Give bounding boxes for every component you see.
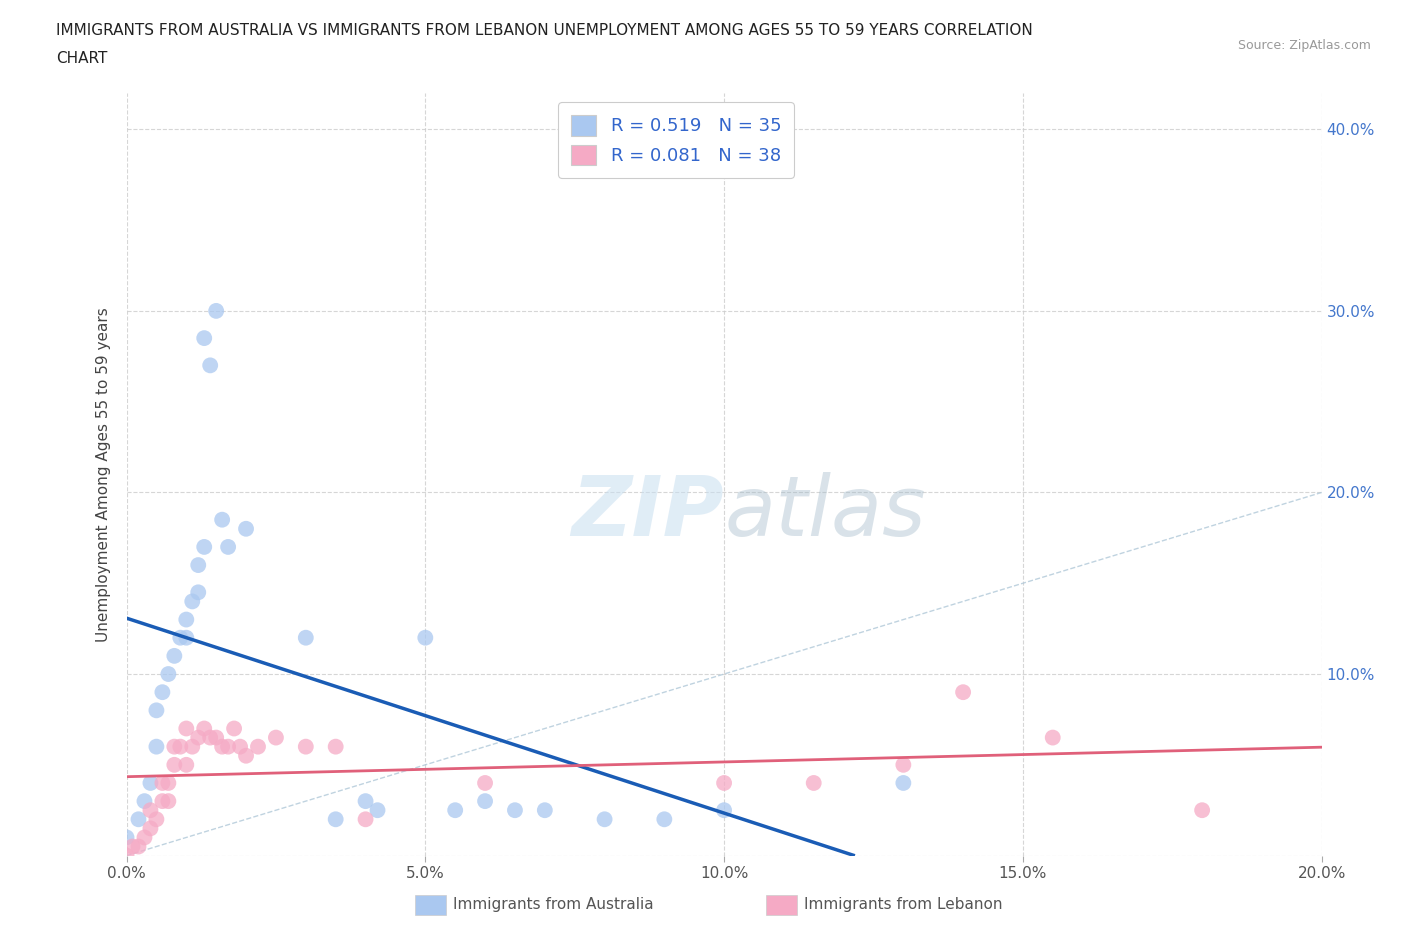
- Point: [354, 793, 377, 808]
- Point: [211, 512, 233, 527]
- Point: [205, 303, 228, 318]
- Point: [145, 739, 167, 754]
- Text: IMMIGRANTS FROM AUSTRALIA VS IMMIGRANTS FROM LEBANON UNEMPLOYMENT AMONG AGES 55 : IMMIGRANTS FROM AUSTRALIA VS IMMIGRANTS …: [56, 23, 1033, 38]
- Point: [1191, 803, 1213, 817]
- Point: [503, 803, 526, 817]
- Point: [235, 522, 257, 537]
- Point: [264, 730, 287, 745]
- Point: [415, 631, 437, 645]
- Point: [163, 648, 186, 663]
- Point: [952, 684, 974, 699]
- Point: [713, 776, 735, 790]
- Point: [174, 757, 197, 772]
- Point: [181, 594, 204, 609]
- Legend: R = 0.519   N = 35, R = 0.081   N = 38: R = 0.519 N = 35, R = 0.081 N = 38: [558, 102, 794, 178]
- Point: [163, 757, 186, 772]
- Text: Immigrants from Australia: Immigrants from Australia: [453, 897, 654, 912]
- Point: [187, 585, 209, 600]
- Text: CHART: CHART: [56, 51, 108, 66]
- Point: [139, 821, 162, 836]
- Point: [127, 839, 149, 854]
- Text: Source: ZipAtlas.com: Source: ZipAtlas.com: [1237, 39, 1371, 52]
- Point: [294, 631, 316, 645]
- Point: [217, 739, 239, 754]
- Point: [187, 558, 209, 573]
- Point: [193, 721, 215, 736]
- Point: [169, 739, 191, 754]
- Point: [157, 776, 180, 790]
- Point: [174, 631, 197, 645]
- Text: Immigrants from Lebanon: Immigrants from Lebanon: [804, 897, 1002, 912]
- Point: [229, 739, 252, 754]
- Point: [134, 793, 156, 808]
- Point: [444, 803, 467, 817]
- Point: [1042, 730, 1064, 745]
- Text: ZIP: ZIP: [571, 472, 724, 553]
- Point: [174, 721, 197, 736]
- Point: [235, 749, 257, 764]
- Point: [200, 358, 222, 373]
- Point: [713, 803, 735, 817]
- Point: [222, 721, 246, 736]
- Point: [134, 830, 156, 844]
- Point: [217, 539, 239, 554]
- Point: [169, 631, 191, 645]
- Point: [157, 667, 180, 682]
- Point: [157, 793, 180, 808]
- Point: [803, 776, 825, 790]
- Point: [652, 812, 675, 827]
- Point: [127, 812, 149, 827]
- Point: [121, 839, 143, 854]
- Point: [193, 539, 215, 554]
- Point: [193, 331, 215, 346]
- Y-axis label: Unemployment Among Ages 55 to 59 years: Unemployment Among Ages 55 to 59 years: [96, 307, 111, 642]
- Text: atlas: atlas: [724, 472, 925, 553]
- Point: [366, 803, 388, 817]
- Point: [325, 812, 347, 827]
- Point: [474, 776, 496, 790]
- Point: [174, 612, 197, 627]
- Point: [325, 739, 347, 754]
- Point: [294, 739, 316, 754]
- Point: [145, 703, 167, 718]
- Point: [181, 739, 204, 754]
- Point: [211, 739, 233, 754]
- Point: [200, 730, 222, 745]
- Point: [893, 776, 915, 790]
- Point: [163, 739, 186, 754]
- Point: [152, 776, 174, 790]
- Point: [187, 730, 209, 745]
- Point: [115, 848, 138, 863]
- Point: [115, 830, 138, 844]
- Point: [247, 739, 270, 754]
- Point: [152, 793, 174, 808]
- Point: [139, 776, 162, 790]
- Point: [139, 803, 162, 817]
- Point: [145, 812, 167, 827]
- Point: [593, 812, 616, 827]
- Point: [474, 793, 496, 808]
- Point: [893, 757, 915, 772]
- Point: [534, 803, 557, 817]
- Point: [152, 684, 174, 699]
- Point: [354, 812, 377, 827]
- Point: [205, 730, 228, 745]
